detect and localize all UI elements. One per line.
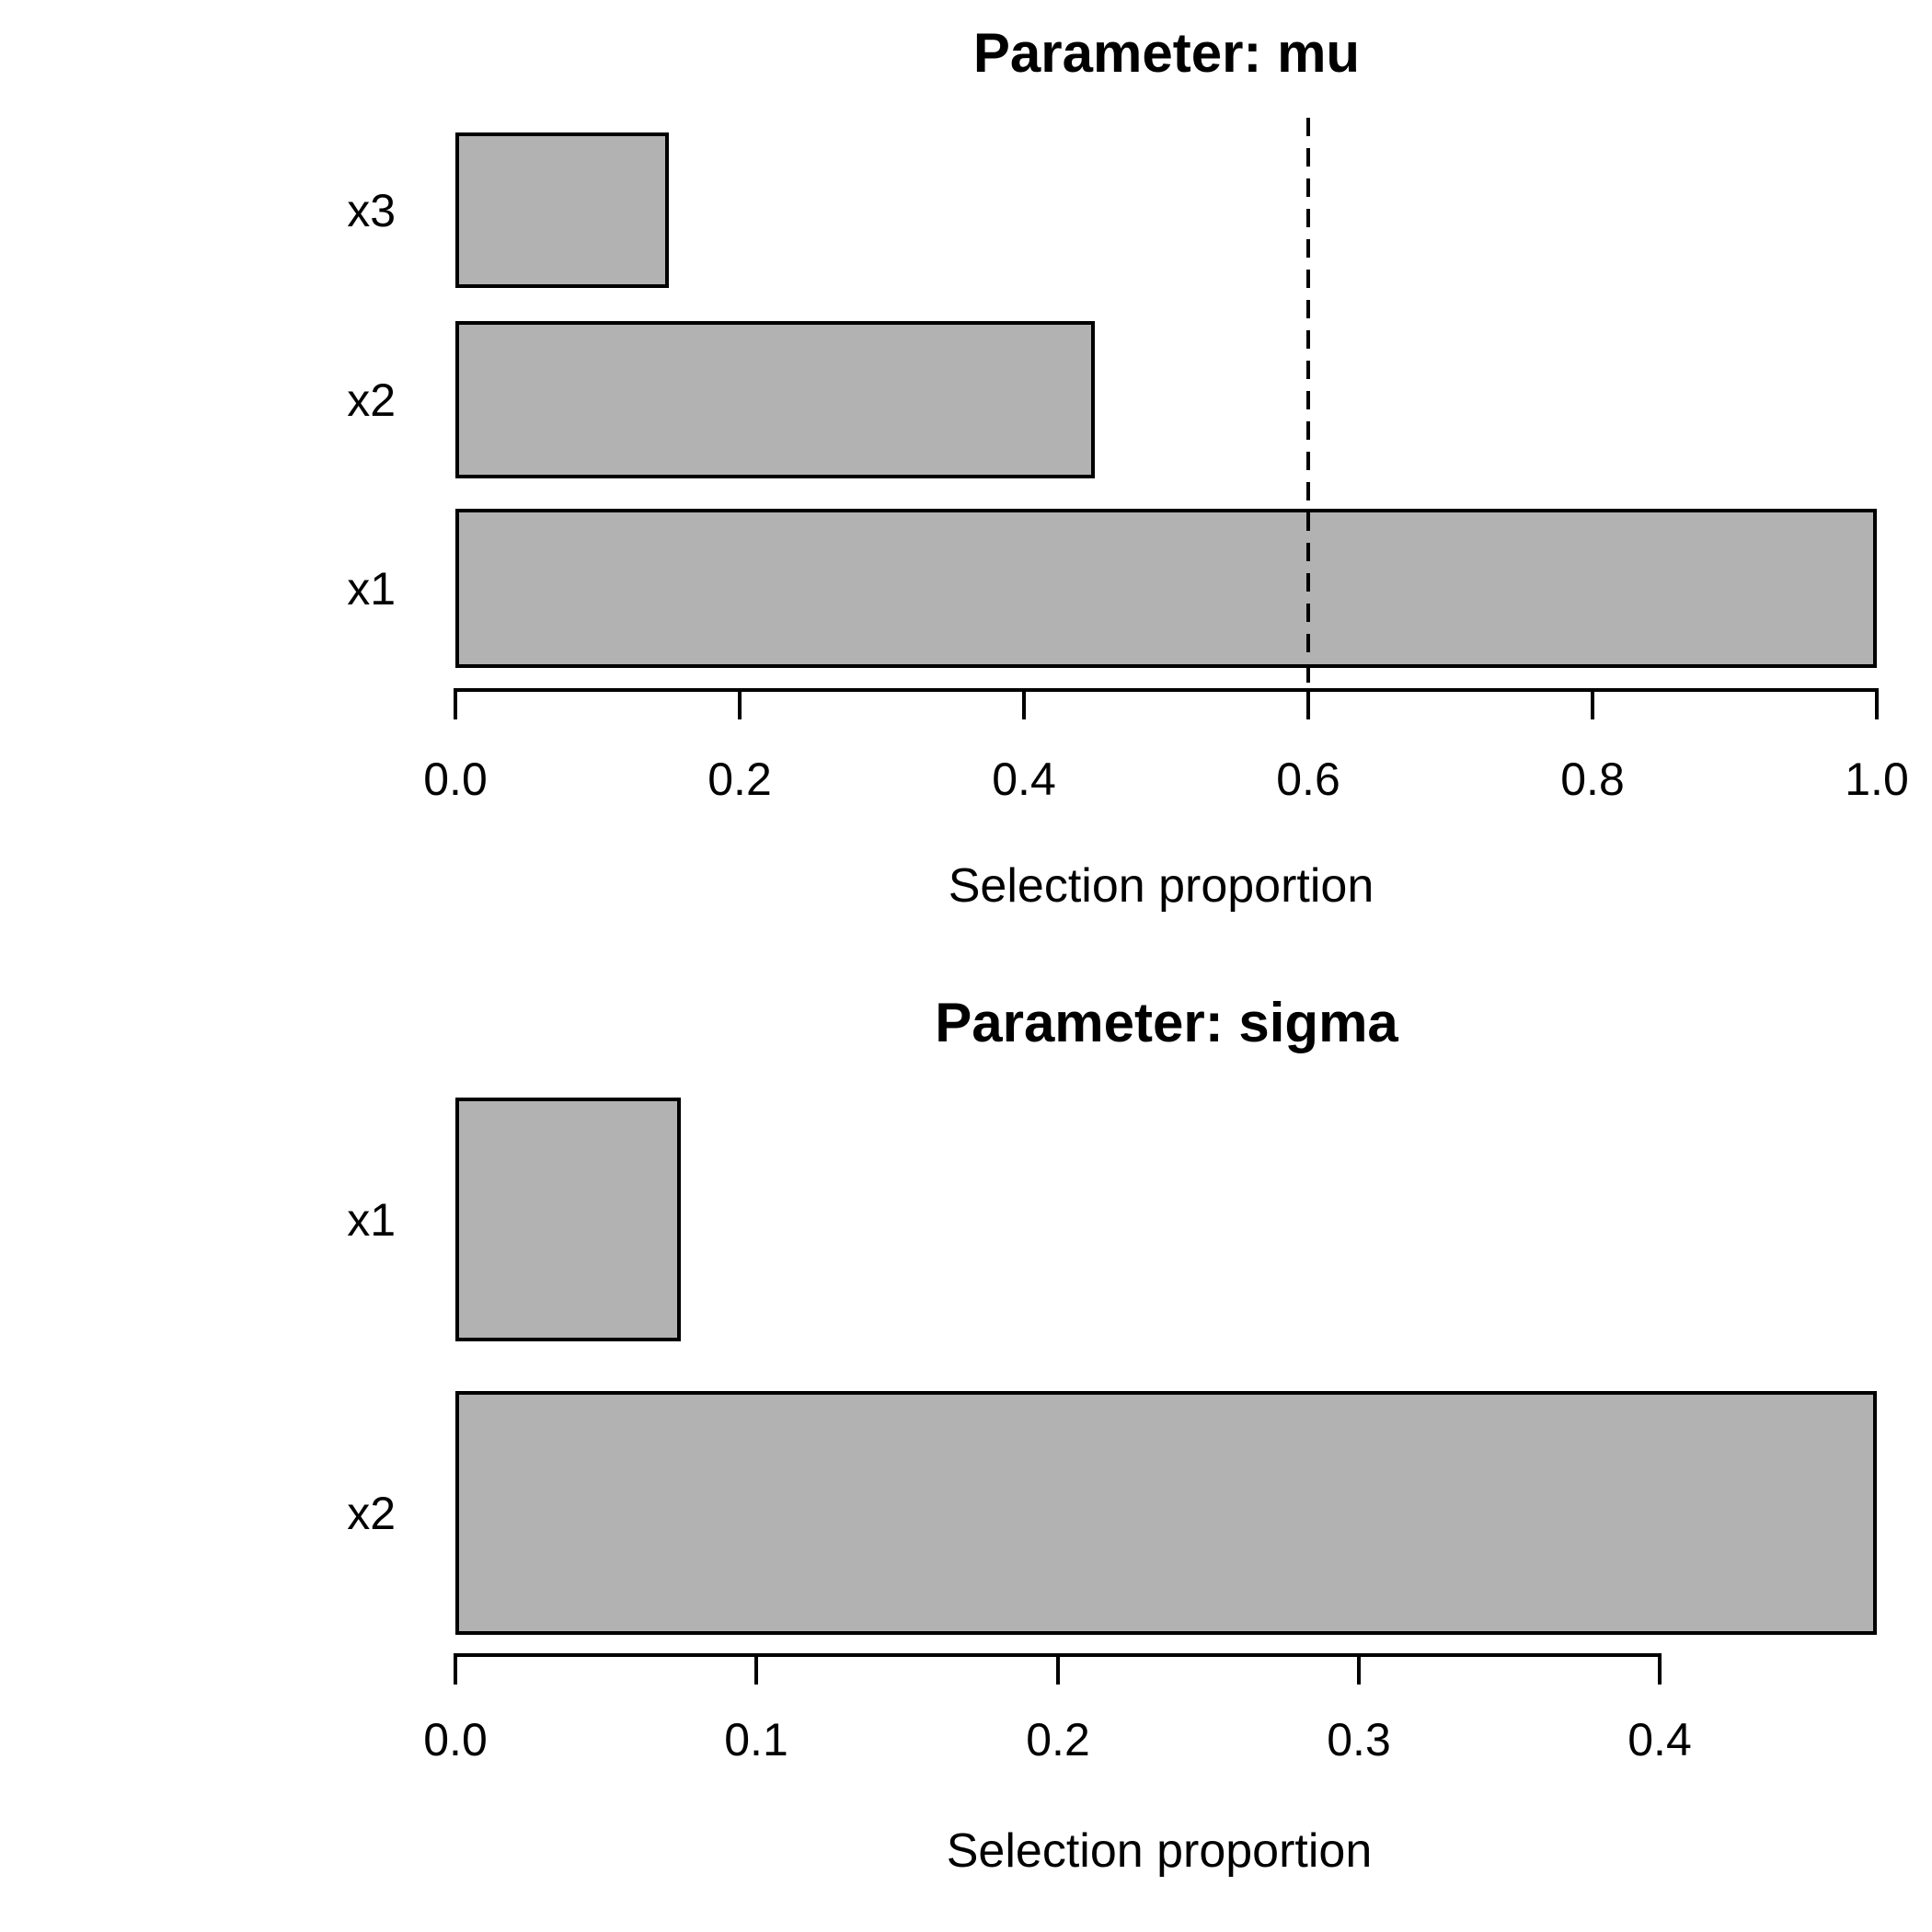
x-axis-tick (1875, 690, 1879, 719)
x-axis-tick (1591, 690, 1594, 719)
x-axis-tick-label: 0.6 (1276, 753, 1340, 805)
threshold-dashed-line (1306, 118, 1310, 690)
x-axis-tick-label: 0.4 (992, 753, 1056, 805)
x-axis-tick (454, 690, 457, 719)
bar-x2 (455, 1391, 1877, 1635)
bar-x2 (455, 321, 1095, 478)
x-axis-tick (1658, 1655, 1662, 1685)
x-axis-tick (754, 1655, 758, 1685)
x-axis-tick-label: 0.1 (724, 1714, 788, 1765)
x-axis-tick (738, 690, 742, 719)
chart-mu-title: Parameter: mu (972, 22, 1361, 84)
x-axis-tick-label: 0.8 (1560, 753, 1625, 805)
x-axis-tick (1306, 690, 1310, 719)
x-axis-tick-label: 0.2 (707, 753, 772, 805)
category-label-x1: x1 (347, 563, 396, 615)
x-axis-tick (1022, 690, 1026, 719)
x-axis-tick-label: 0.0 (423, 1714, 488, 1765)
category-label-x2: x2 (347, 1488, 396, 1539)
x-axis-line (454, 688, 1879, 692)
bar-x3 (455, 132, 669, 288)
chart-sigma-x-axis-label: Selection proportion (946, 1824, 1373, 1878)
x-axis-tick-label: 0.3 (1327, 1714, 1391, 1765)
x-axis-tick-label: 0.2 (1026, 1714, 1090, 1765)
bar-x1 (455, 509, 1877, 668)
category-label-x3: x3 (347, 185, 396, 236)
x-axis-tick-label: 0.0 (423, 753, 488, 805)
category-label-x2: x2 (347, 374, 396, 426)
bar-x1 (455, 1098, 681, 1341)
category-label-x1: x1 (347, 1194, 396, 1246)
x-axis-tick (1357, 1655, 1361, 1685)
chart-sigma-title: Parameter: sigma (935, 992, 1398, 1053)
chart-mu-x-axis-label: Selection proportion (948, 859, 1374, 913)
x-axis-tick-label: 1.0 (1845, 753, 1909, 805)
x-axis-tick-label: 0.4 (1627, 1714, 1692, 1765)
x-axis-tick (1056, 1655, 1060, 1685)
x-axis-tick (454, 1655, 457, 1685)
